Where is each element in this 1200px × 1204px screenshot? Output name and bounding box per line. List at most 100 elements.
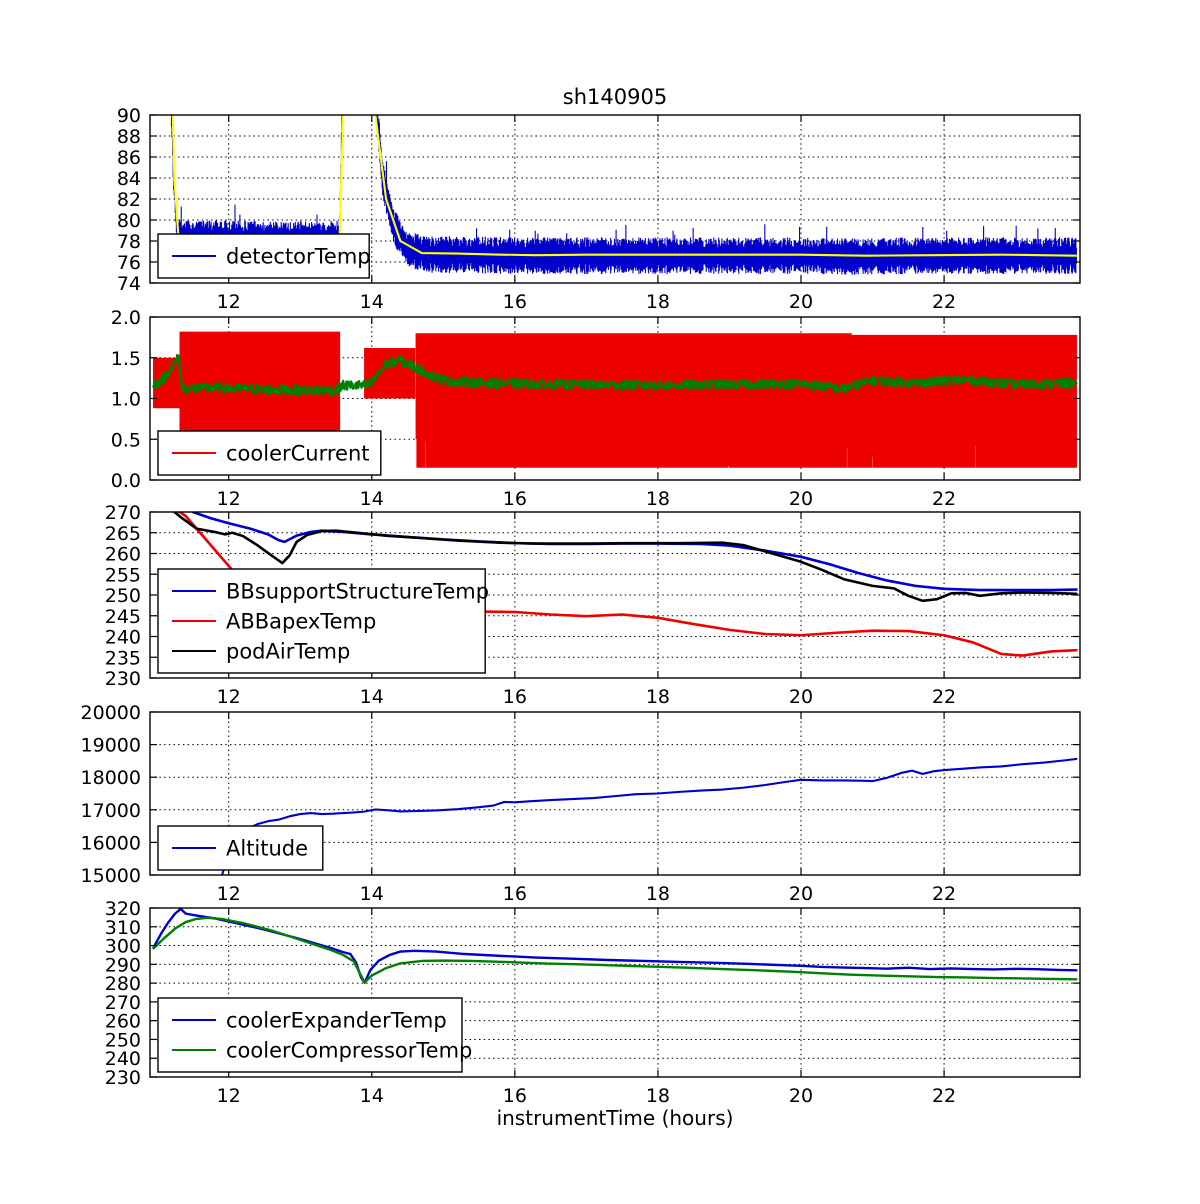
y-tick-label: 265 — [105, 523, 141, 545]
legend: Altitude — [157, 825, 324, 871]
y-tick-label: 255 — [105, 564, 141, 586]
data-layer — [152, 908, 1078, 984]
y-tick-label: 88 — [117, 126, 141, 148]
x-tick-label: 16 — [503, 883, 527, 905]
x-tick-label: 22 — [932, 686, 956, 708]
y-tick-label: 260 — [105, 1011, 141, 1033]
x-tick-label: 22 — [932, 1085, 956, 1107]
legend-label: BBsupportStructureTemp — [226, 580, 489, 604]
y-tick-label: 19000 — [81, 735, 141, 757]
legend: coolerExpanderTemp coolerCompressorTemp — [157, 997, 472, 1073]
legend-label: coolerCompressorTemp — [226, 1039, 472, 1063]
y-tick-label: 15000 — [81, 865, 141, 887]
y-tick-label: 280 — [105, 973, 141, 995]
data-layer — [220, 757, 1078, 875]
y-tick-label: 20000 — [81, 702, 141, 724]
y-tick-label: 320 — [105, 898, 141, 920]
x-tick-label: 14 — [360, 488, 384, 510]
x-tick-label: 12 — [217, 686, 241, 708]
x-tick-label: 12 — [217, 883, 241, 905]
legend-label: Altitude — [226, 837, 308, 861]
legend-label: podAirTemp — [226, 640, 350, 664]
x-tick-label: 22 — [932, 883, 956, 905]
coolerCurrent-panel: 0.0 0.5 1.0 1.5 2.0 12 14 16 18 20 22 coolerCurrent — [111, 307, 1081, 510]
x-tick-label: 22 — [932, 488, 956, 510]
x-tick-label: 18 — [646, 1085, 670, 1107]
series-coolerCompressorTemp — [152, 916, 1078, 984]
x-axis-label: instrumentTime (hours) — [497, 1106, 734, 1130]
y-tick-label: 270 — [105, 992, 141, 1014]
series-coolerCurrent-mean — [152, 353, 1078, 397]
plot-frame — [149, 907, 1081, 1078]
y-tick-label: 78 — [117, 231, 141, 253]
y-tick-label: 0.5 — [111, 429, 141, 451]
legend-label: coolerCurrent — [226, 442, 370, 466]
x-tick-label: 16 — [503, 686, 527, 708]
data-layer — [152, 331, 1078, 471]
x-tick-label: 12 — [217, 291, 241, 313]
series-Altitude — [220, 757, 1078, 875]
y-tick-label: 310 — [105, 917, 141, 939]
y-tick-label: 245 — [105, 606, 141, 628]
x-tick-label: 16 — [503, 291, 527, 313]
figure-title: sh140905 — [563, 85, 667, 109]
x-tick-label: 14 — [360, 291, 384, 313]
y-tick-label: 300 — [105, 936, 141, 958]
y-tick-label: 1.5 — [111, 348, 141, 370]
legend-label: coolerExpanderTemp — [226, 1009, 447, 1033]
y-tick-label: 230 — [105, 1067, 141, 1089]
y-tick-label: 290 — [105, 954, 141, 976]
x-tick-label: 14 — [360, 686, 384, 708]
x-tick-label: 16 — [503, 1085, 527, 1107]
x-tick-label: 20 — [789, 1085, 813, 1107]
legend-label: ABBapexTemp — [226, 610, 376, 634]
y-tick-label: 235 — [105, 647, 141, 669]
y-tick-label: 82 — [117, 189, 141, 211]
x-tick-label: 20 — [789, 883, 813, 905]
axis-ticks: 15000 16000 17000 18000 19000 20000 12 14 16 18 20… — [81, 702, 1080, 905]
y-tick-label: 76 — [117, 252, 141, 274]
y-tick-label: 90 — [117, 105, 141, 127]
y-tick-label: 240 — [105, 627, 141, 649]
x-tick-label: 20 — [789, 488, 813, 510]
x-tick-label: 12 — [217, 488, 241, 510]
x-tick-label: 20 — [789, 291, 813, 313]
y-tick-label: 250 — [105, 585, 141, 607]
y-tick-label: 250 — [105, 1029, 141, 1051]
y-tick-label: 16000 — [81, 832, 141, 854]
y-tick-label: 74 — [117, 273, 141, 295]
plot-frame — [149, 711, 1081, 876]
legend-label: detectorTemp — [226, 245, 371, 269]
y-tick-label: 17000 — [81, 800, 141, 822]
y-tick-label: 270 — [105, 502, 141, 524]
x-tick-label: 22 — [932, 291, 956, 313]
x-tick-label: 18 — [646, 488, 670, 510]
x-tick-label: 20 — [789, 686, 813, 708]
series-podAirTemp — [172, 512, 1078, 603]
x-tick-label: 16 — [503, 488, 527, 510]
x-tick-label: 18 — [646, 291, 670, 313]
legend: detectorTemp — [157, 233, 371, 279]
y-tick-label: 1.0 — [111, 389, 141, 411]
y-tick-label: 80 — [117, 210, 141, 232]
x-tick-label: 18 — [646, 883, 670, 905]
y-tick-label: 0.0 — [111, 470, 141, 492]
axis-ticks: 0.0 0.5 1.0 1.5 2.0 12 14 16 18 20 22 — [111, 307, 1080, 510]
y-tick-label: 240 — [105, 1048, 141, 1070]
y-tick-label: 18000 — [81, 767, 141, 789]
y-tick-label: 230 — [105, 668, 141, 690]
x-tick-label: 12 — [217, 1085, 241, 1107]
y-tick-label: 84 — [117, 168, 141, 190]
x-tick-label: 14 — [360, 883, 384, 905]
legend-box — [157, 997, 463, 1073]
y-tick-label: 86 — [117, 147, 141, 169]
x-tick-label: 18 — [646, 686, 670, 708]
legend: BBsupportStructureTemp ABBapexTemp podAirT… — [157, 568, 489, 674]
